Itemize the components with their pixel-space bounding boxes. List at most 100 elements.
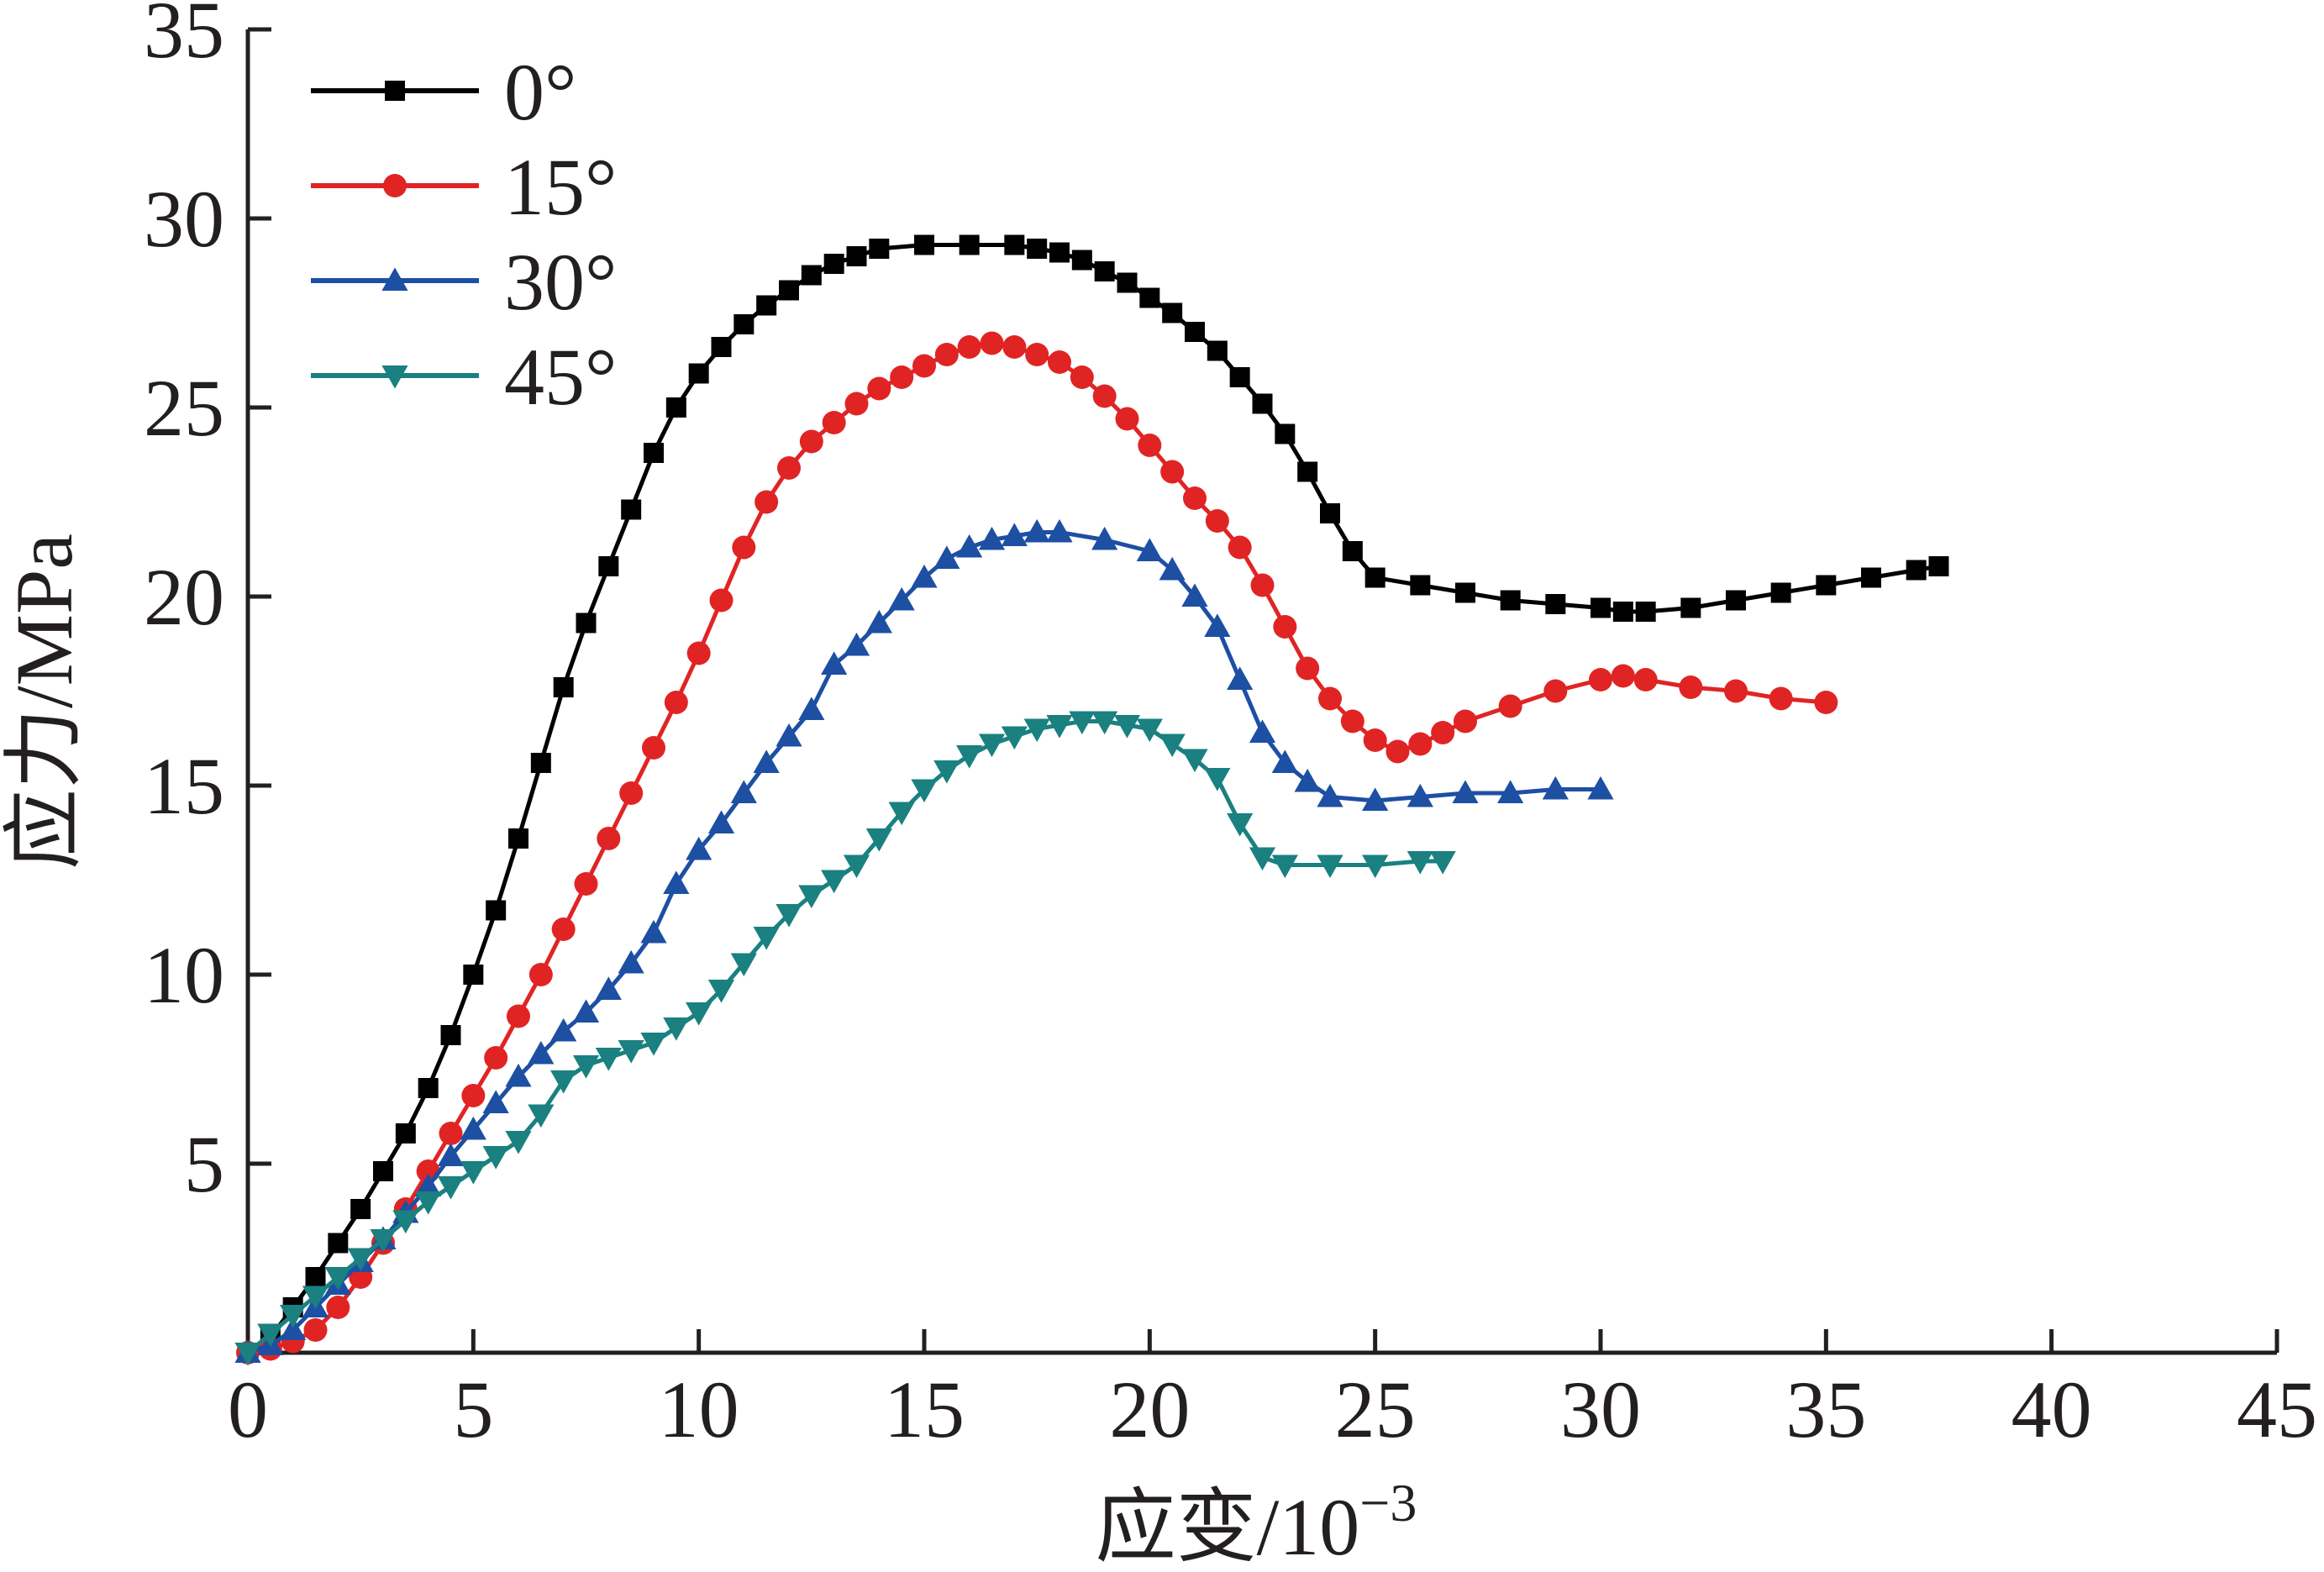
- series-point: [305, 1267, 326, 1287]
- series-point: [642, 736, 665, 760]
- series-point: [528, 963, 553, 986]
- series-point: [1542, 775, 1569, 800]
- series-point: [508, 828, 528, 849]
- series-point: [933, 760, 960, 784]
- y-tick-label: 5: [184, 1119, 224, 1209]
- series-point: [328, 1233, 349, 1254]
- series-point: [1136, 538, 1163, 561]
- series-point: [1004, 234, 1025, 255]
- series-point: [392, 1210, 419, 1234]
- series-point: [663, 1017, 690, 1041]
- series-point: [822, 411, 846, 434]
- series-line: [247, 341, 1827, 1355]
- series-point: [1069, 711, 1096, 735]
- series-point: [1094, 261, 1115, 281]
- series-point: [1229, 367, 1250, 387]
- series-point: [1362, 854, 1389, 879]
- series-point: [505, 1063, 532, 1087]
- series-point: [572, 999, 600, 1023]
- series-point: [505, 1131, 532, 1154]
- series-point: [1318, 686, 1342, 711]
- series-point: [1002, 335, 1027, 359]
- series-point: [888, 586, 915, 611]
- axes: [245, 29, 2277, 1355]
- x-tick-label: 5: [453, 1364, 493, 1454]
- series-point: [777, 456, 801, 480]
- series-point: [1591, 597, 1611, 618]
- series-point: [1227, 666, 1254, 690]
- series-point: [528, 1040, 555, 1065]
- y-tick-label: 20: [144, 552, 224, 642]
- x-tick-label: 40: [2011, 1364, 2092, 1454]
- series-point: [978, 526, 1006, 550]
- series-point: [911, 564, 938, 588]
- series-point: [528, 1104, 555, 1128]
- series-point: [1113, 715, 1141, 739]
- series-point: [1814, 691, 1838, 714]
- series-point: [956, 534, 983, 558]
- series-point: [753, 927, 780, 950]
- series-point: [980, 331, 1004, 355]
- series-point: [664, 691, 688, 714]
- series-point: [756, 295, 777, 316]
- series-point: [1181, 749, 1208, 773]
- series-point: [933, 545, 960, 569]
- series-point: [1162, 302, 1183, 323]
- series-point: [730, 780, 757, 803]
- series-point: [1679, 676, 1703, 699]
- series-point: [1205, 509, 1229, 533]
- series-point: [1385, 739, 1410, 764]
- ticks: 0 5 10 15 20 25 30 35 40 45 5 10 15 20 25 30 35: [144, 0, 2317, 1454]
- x-tick-label: 15: [884, 1364, 965, 1454]
- series-point: [373, 1161, 393, 1181]
- series-point: [911, 779, 938, 803]
- x-tick-label: 45: [2237, 1364, 2317, 1454]
- series-point: [1249, 719, 1276, 743]
- series-point: [598, 556, 619, 576]
- series-point: [732, 535, 756, 560]
- legend-label: 30°: [504, 237, 617, 327]
- series-point: [370, 1229, 397, 1253]
- series-point: [1275, 423, 1296, 444]
- series-point: [1136, 718, 1163, 743]
- series-point: [1362, 787, 1389, 811]
- series-point: [1207, 340, 1228, 361]
- series-point: [1612, 602, 1633, 622]
- series-point: [640, 1033, 667, 1056]
- series-point: [1317, 854, 1343, 879]
- series-point: [1115, 407, 1139, 431]
- series-point: [959, 234, 980, 255]
- series-point: [621, 499, 642, 520]
- series-point: [302, 1285, 329, 1310]
- series-point: [482, 1090, 509, 1113]
- series-point: [440, 1025, 461, 1045]
- series-line: [247, 530, 1601, 1355]
- series-point: [686, 641, 711, 665]
- series-point: [1406, 851, 1433, 875]
- series-point: [1816, 575, 1837, 596]
- legend-marker: [381, 267, 408, 291]
- series-point: [843, 632, 870, 656]
- series-point: [707, 810, 735, 833]
- series-point: [1250, 573, 1275, 597]
- series-point: [482, 1146, 509, 1170]
- series-point: [576, 613, 597, 634]
- series-point: [1092, 384, 1117, 408]
- series-point: [733, 314, 755, 334]
- series-point: [347, 1248, 374, 1272]
- series-point: [1181, 583, 1208, 607]
- y-tick-label: 15: [144, 741, 224, 831]
- series-point: [486, 900, 507, 921]
- series-point: [1294, 768, 1321, 792]
- series-point: [1228, 535, 1252, 560]
- series-point: [1410, 575, 1431, 596]
- series-point: [280, 1317, 307, 1340]
- series-point: [1454, 709, 1477, 733]
- series-point: [1227, 813, 1254, 837]
- series-point: [1408, 732, 1433, 756]
- series-point: [619, 781, 644, 805]
- series-point: [1071, 250, 1092, 271]
- series-point: [1431, 721, 1455, 744]
- x-tick-label: 25: [1335, 1364, 1416, 1454]
